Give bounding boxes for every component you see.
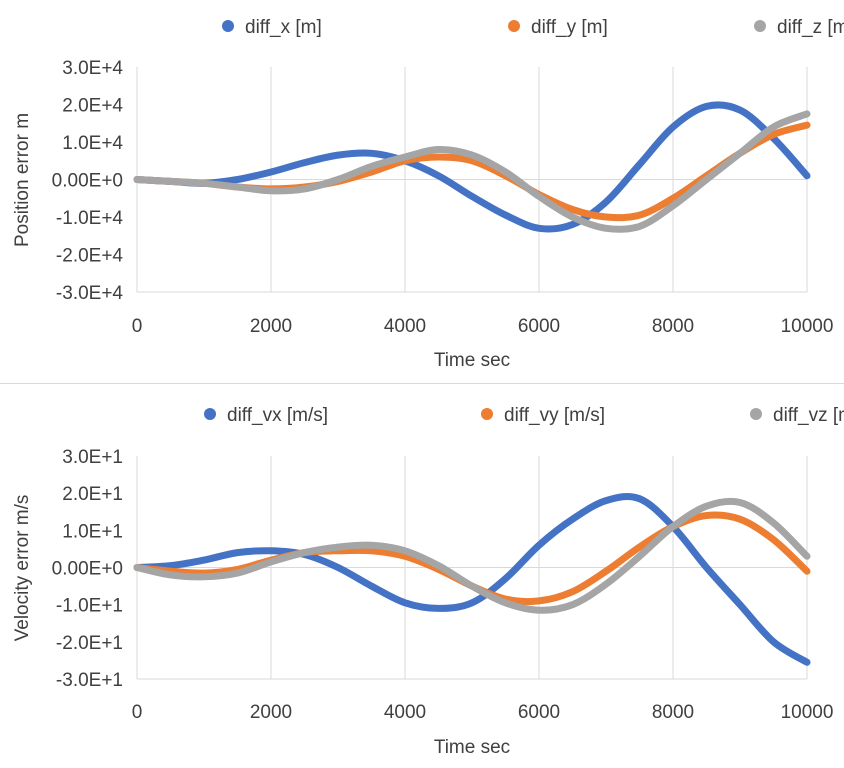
y-tick-label: 1.0E+4 bbox=[62, 133, 123, 154]
legend-marker bbox=[754, 20, 766, 32]
legend-label: diff_vx [m/s] bbox=[227, 405, 328, 426]
x-tick-label: 8000 bbox=[652, 316, 694, 337]
x-tick-label: 6000 bbox=[518, 702, 560, 723]
legend-marker bbox=[508, 20, 520, 32]
legend-marker bbox=[750, 408, 762, 420]
series-line-diff-vz-m-s bbox=[133, 497, 811, 614]
x-tick-label: 8000 bbox=[652, 702, 694, 723]
velocity-error-chart: 3.0E+1 2.0E+1 1.0E+1 0.00E+0 -1.0E+1 -2.0E+1 -… bbox=[0, 388, 844, 768]
velocity-error-svg: 3.0E+1 2.0E+1 1.0E+1 0.00E+0 -1.0E+1 -2.0E+1 -… bbox=[12, 405, 844, 758]
chart-separator bbox=[0, 383, 844, 384]
x-tick-label: 6000 bbox=[518, 316, 560, 337]
x-tick-label: 10000 bbox=[781, 316, 834, 337]
legend-label: diff_z [m] bbox=[777, 17, 844, 38]
y-tick-label: -1.0E+4 bbox=[56, 208, 124, 229]
position-error-chart: 3.0E+4 2.0E+4 1.0E+4 0.00E+0 -1.0E+4 -2.0E+4 -… bbox=[0, 0, 844, 383]
legend-marker bbox=[204, 408, 216, 420]
x-tick-label: 2000 bbox=[250, 316, 292, 337]
legend-marker bbox=[222, 20, 234, 32]
y-tick-label: 3.0E+4 bbox=[62, 58, 123, 79]
legend-label: diff_vy [m/s] bbox=[504, 405, 605, 426]
x-tick-label: 10000 bbox=[781, 702, 834, 723]
x-axis-title: Time sec bbox=[434, 350, 510, 371]
y-tick-label: 3.0E+1 bbox=[62, 447, 123, 468]
y-axis-title: Position error m bbox=[12, 113, 33, 247]
y-axis-title: Velocity error m/s bbox=[12, 495, 33, 642]
x-tick-label: 4000 bbox=[384, 316, 426, 337]
y-tick-label: -1.0E+1 bbox=[56, 596, 123, 617]
y-tick-label: -3.0E+1 bbox=[56, 670, 123, 691]
series-line-diff-x-m bbox=[133, 101, 811, 233]
x-axis-title: Time sec bbox=[434, 737, 510, 758]
y-tick-label: 2.0E+4 bbox=[62, 96, 123, 117]
y-tick-label: -2.0E+1 bbox=[56, 633, 123, 654]
y-tick-label: 2.0E+1 bbox=[62, 484, 123, 505]
y-tick-label: 1.0E+1 bbox=[62, 521, 123, 542]
x-tick-label: 0 bbox=[132, 316, 143, 337]
y-tick-label: 0.00E+0 bbox=[52, 171, 123, 192]
position-error-svg: 3.0E+4 2.0E+4 1.0E+4 0.00E+0 -1.0E+4 -2.0E+4 -… bbox=[12, 17, 844, 371]
y-tick-label: 0.00E+0 bbox=[52, 559, 123, 580]
x-tick-label: 4000 bbox=[384, 702, 426, 723]
y-tick-label: -3.0E+4 bbox=[56, 283, 124, 304]
legend-label: diff_y [m] bbox=[531, 17, 608, 38]
series-line-diff-z-m bbox=[133, 110, 811, 233]
y-tick-label: -2.0E+4 bbox=[56, 246, 124, 267]
legend-marker bbox=[481, 408, 493, 420]
legend-label: diff_vz [m/s] bbox=[773, 405, 844, 426]
series-line-diff-y-m bbox=[133, 121, 811, 222]
legend-label: diff_x [m] bbox=[245, 17, 322, 38]
x-tick-label: 0 bbox=[132, 702, 143, 723]
series-line-diff-vx-m-s bbox=[133, 493, 811, 666]
x-tick-label: 2000 bbox=[250, 702, 292, 723]
